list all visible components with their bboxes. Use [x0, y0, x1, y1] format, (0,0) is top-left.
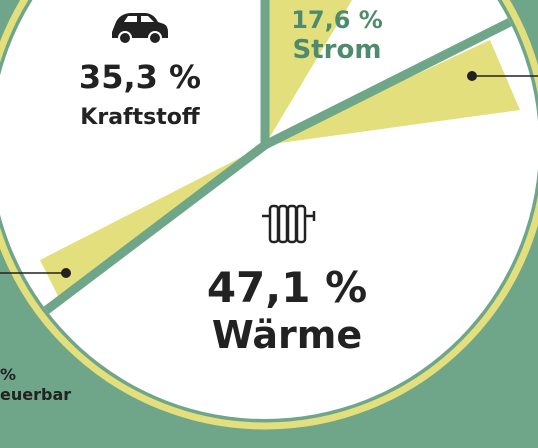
category-label: Strom	[293, 35, 382, 65]
value-label: 35,3 %	[79, 58, 201, 96]
slice-divider	[43, 141, 268, 314]
slice-divider	[262, 18, 512, 150]
renewable-wedge	[265, 0, 352, 145]
category-label: Wärme	[212, 313, 362, 357]
outer-ring	[0, 0, 538, 430]
annotation: %	[0, 365, 16, 384]
value-label: 17,6 %	[291, 6, 383, 34]
renewable-wedge	[265, 40, 520, 145]
car-icon	[112, 13, 168, 45]
radiator-icon	[262, 204, 316, 244]
annotation: euerbar	[0, 385, 71, 404]
value-label: 47,1 %	[207, 263, 367, 312]
dividers	[43, 0, 512, 314]
category-label: Kraftstoff	[80, 105, 201, 130]
pie-slice	[0, 0, 265, 311]
